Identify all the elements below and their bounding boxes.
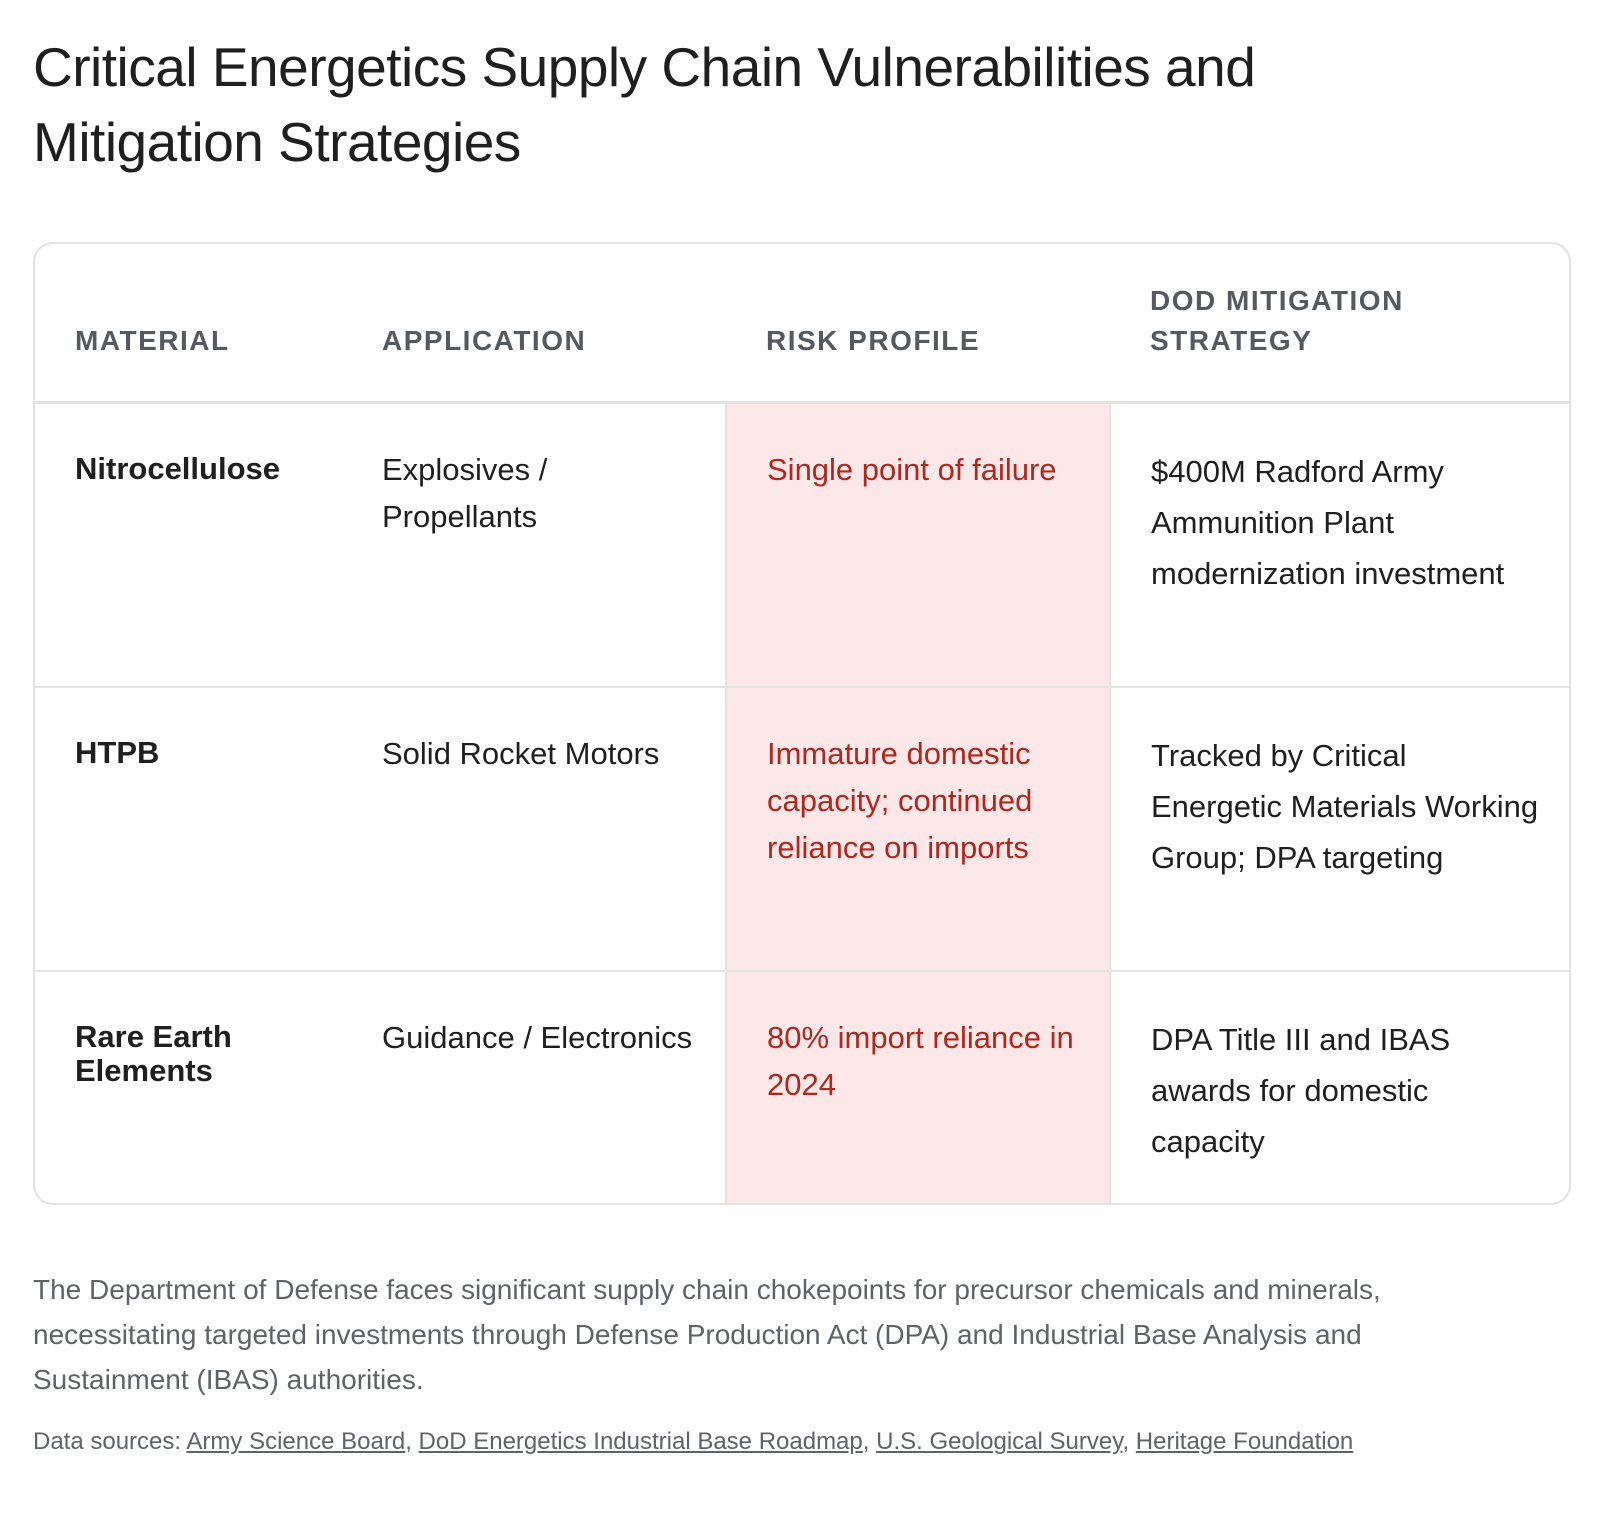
strategy-cell: Tracked by Critical Energetic Materials … [1110, 687, 1569, 972]
header-dod-mitigation-strategy: DOD MITIGATION STRATEGY [1110, 244, 1569, 404]
page: Critical Energetics Supply Chain Vulnera… [33, 30, 1573, 1455]
risk-profile-cell: Single point of failure [725, 402, 1111, 688]
vulnerability-table-card: MATERIAL APPLICATION RISK PROFILE DOD MI… [33, 242, 1571, 1205]
application-cell: Explosives / Propellants [342, 402, 726, 688]
summary-text: The Department of Defense faces signific… [33, 1274, 1381, 1395]
risk-profile-cell: 80% import reliance in 2024 [725, 971, 1111, 1203]
header-material: MATERIAL [35, 244, 342, 404]
application-cell: Guidance / Electronics [382, 1020, 693, 1055]
material-cell: HTPB [35, 687, 342, 972]
source-link-dod-energetics-roadmap[interactable]: DoD Energetics Industrial Base Roadmap [418, 1428, 863, 1455]
material-cell: Nitrocellulose [35, 402, 342, 688]
sources-label: Data sources: [33, 1428, 182, 1455]
strategy-cell: DPA Title III and IBAS awards for domest… [1151, 1022, 1451, 1159]
table-row: Rare Earth Elements Guidance / Electroni… [35, 971, 1569, 1203]
page-title: Critical Energetics Supply Chain Vulnera… [33, 36, 1256, 173]
header-application: APPLICATION [342, 244, 726, 404]
strategy-cell: $400M Radford Army Ammunition Plant mode… [1110, 402, 1569, 688]
risk-profile-cell: Immature domestic capacity; continued re… [725, 687, 1111, 972]
source-link-heritage-foundation[interactable]: Heritage Foundation [1135, 1428, 1354, 1455]
table-header-row: MATERIAL APPLICATION RISK PROFILE DOD MI… [35, 244, 1569, 404]
data-sources: Data sources: Army Science Board, DoD En… [33, 1428, 1354, 1455]
vulnerability-table: MATERIAL APPLICATION RISK PROFILE DOD MI… [35, 244, 1569, 1203]
application-cell: Solid Rocket Motors [342, 687, 726, 972]
table-row: HTPB Solid Rocket Motors Immature domest… [35, 687, 1569, 972]
source-link-army-science-board[interactable]: Army Science Board [186, 1428, 406, 1455]
header-risk-profile: RISK PROFILE [726, 244, 1110, 404]
source-link-usgs[interactable]: U.S. Geological Survey [876, 1428, 1123, 1455]
material-cell: Rare Earth Elements [75, 1019, 232, 1088]
table-row: Nitrocellulose Explosives / Propellants … [35, 402, 1569, 688]
